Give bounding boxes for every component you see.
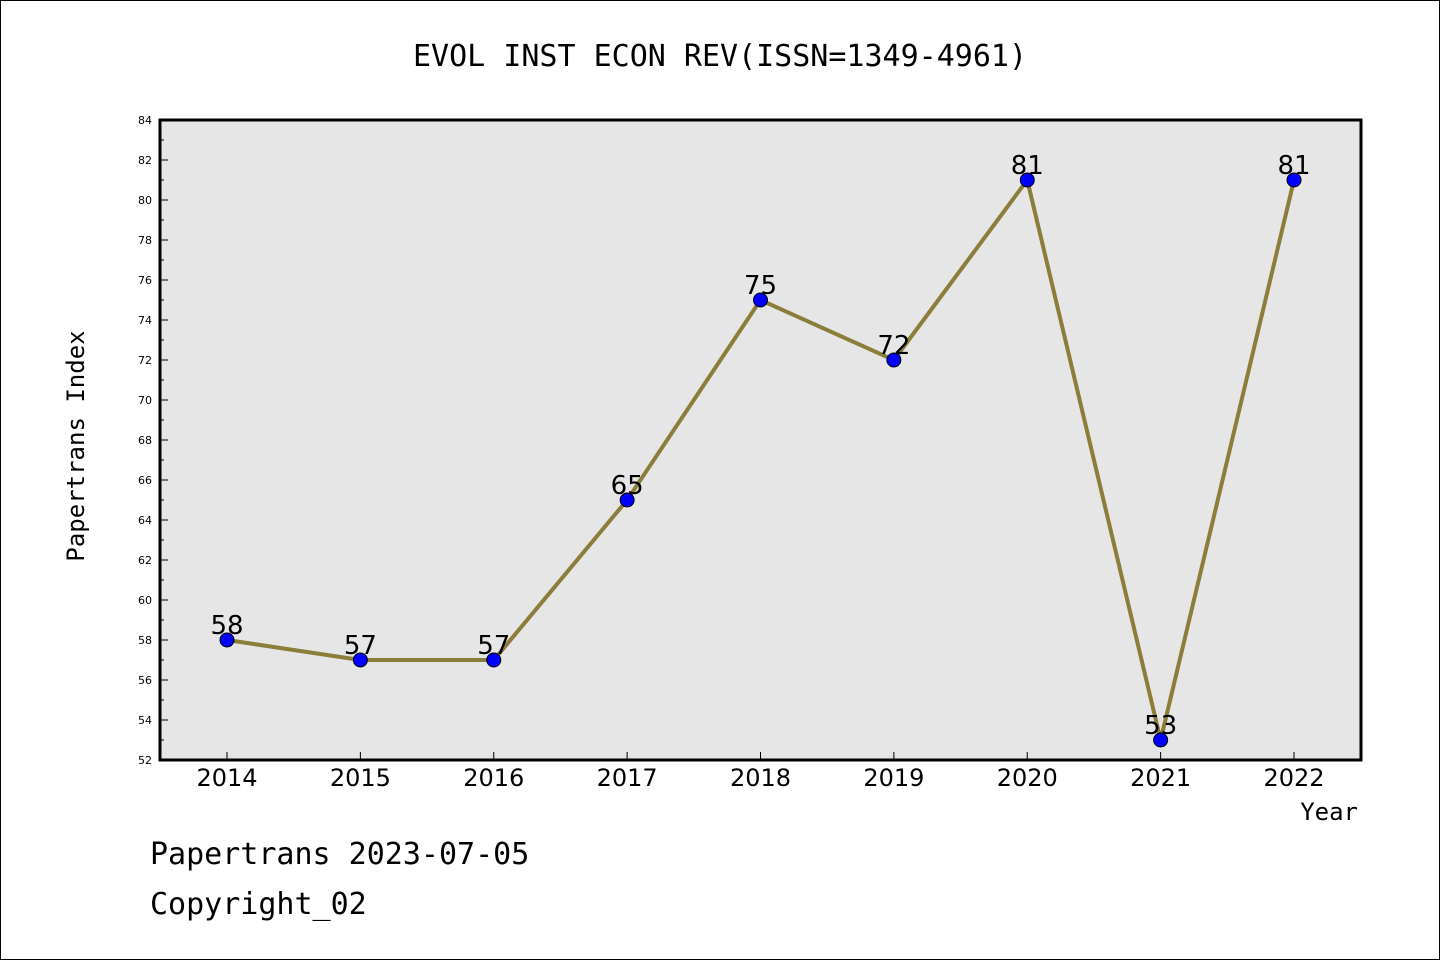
y-tick-label: 72: [138, 354, 152, 367]
y-tick-label: 56: [138, 674, 152, 687]
data-point: [886, 352, 902, 368]
data-point: [1286, 172, 1302, 188]
x-tick-label: 2016: [463, 764, 524, 792]
y-tick-label: 78: [138, 234, 152, 247]
x-tick-label: 2018: [730, 764, 791, 792]
y-axis-label: Papertrans Index: [62, 330, 90, 561]
x-axis: 2014 2015 2016 2017 2018 2019 2020 2021 2022: [196, 752, 1325, 792]
data-point: [753, 292, 768, 308]
data-point: [1019, 172, 1035, 188]
y-tick-label: 68: [138, 434, 152, 447]
data-label: 72: [877, 331, 910, 361]
data-label: 57: [477, 631, 510, 661]
series-layer: 58 57 57 65 75 72 81 53 81: [210, 151, 1311, 748]
data-label: 81: [1011, 151, 1044, 181]
x-tick-label: 2014: [196, 764, 257, 792]
y-tick-label: 74: [138, 314, 152, 327]
data-label: 57: [344, 631, 377, 661]
y-tick-label: 82: [138, 154, 152, 167]
y-tick-label: 84: [138, 114, 152, 127]
y-tick-label: 76: [138, 274, 152, 287]
x-tick-label: 2022: [1263, 764, 1324, 792]
y-tick-label: 62: [138, 554, 152, 567]
x-tick-label: 2017: [597, 764, 658, 792]
y-axis: 52 54 56 58 60 62 64 66 68 70 72 74 76 78 80 82 84: [138, 114, 168, 767]
x-tick-label: 2020: [997, 764, 1058, 792]
y-tick-label: 70: [138, 394, 152, 407]
data-label: 58: [210, 611, 243, 641]
footer-copyright: Copyright_02: [150, 887, 367, 922]
footer-date: Papertrans 2023-07-05: [150, 837, 529, 872]
y-tick-label: 80: [138, 194, 152, 207]
data-point: [486, 652, 502, 668]
y-tick-label: 64: [138, 514, 152, 527]
data-label: 75: [744, 271, 777, 301]
chart-title: EVOL INST ECON REV(ISSN=1349-4961): [413, 39, 1027, 74]
data-point: [352, 652, 368, 668]
x-axis-label: Year: [1300, 798, 1358, 826]
data-label: 53: [1144, 711, 1177, 741]
y-tick-label: 54: [138, 714, 152, 727]
data-label: 81: [1277, 151, 1310, 181]
data-point: [619, 492, 635, 508]
y-tick-label: 66: [138, 474, 152, 487]
x-tick-label: 2015: [330, 764, 391, 792]
y-tick-label: 52: [138, 754, 152, 767]
x-tick-label: 2019: [863, 764, 924, 792]
x-tick-label: 2021: [1130, 764, 1191, 792]
data-point: [1153, 732, 1169, 748]
data-point: [219, 632, 235, 648]
plot-area: [158, 118, 1363, 762]
y-tick-label: 60: [138, 594, 152, 607]
y-tick-label: 58: [138, 634, 152, 647]
data-label: 65: [611, 471, 644, 501]
